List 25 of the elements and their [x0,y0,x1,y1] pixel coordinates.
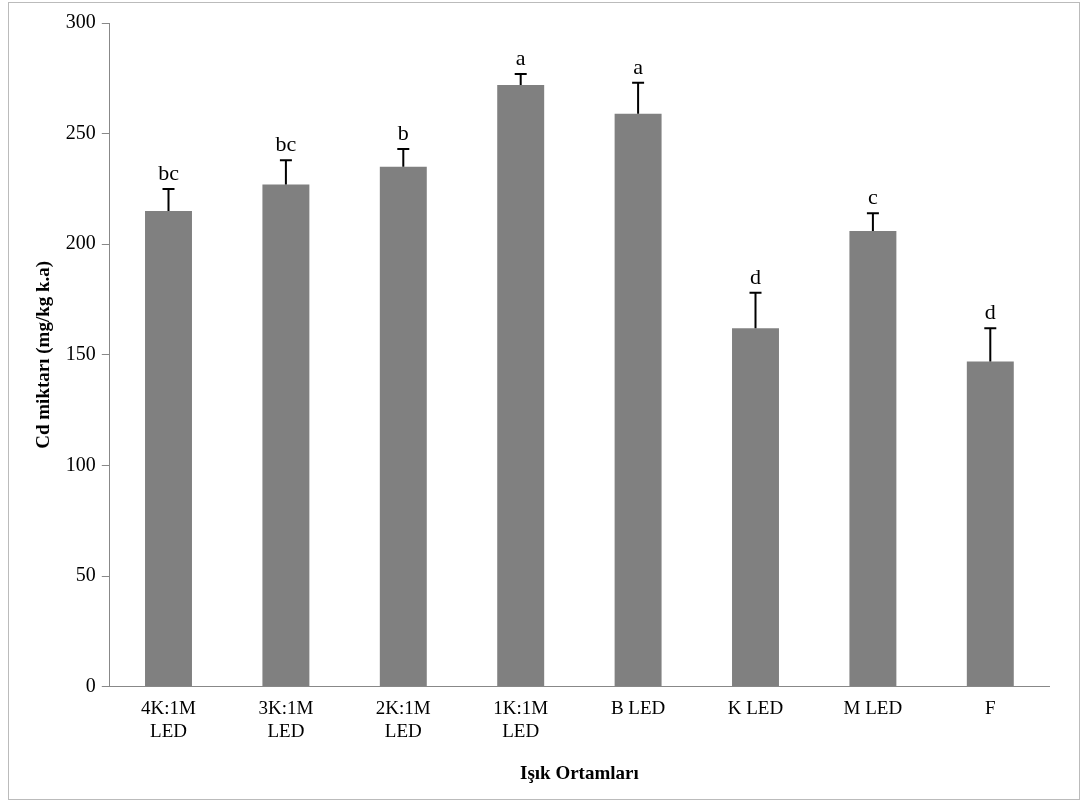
y-axis-title: Cd miktarı (mg/kg k.a) [32,260,55,449]
y-tick-label: 100 [65,452,96,475]
x-tick-label: 3K:1M LED [258,696,314,741]
y-tick-label: 300 [65,10,96,33]
annotation: bc [158,159,180,185]
y-tick-label: 150 [65,342,96,365]
annotation: d [984,299,996,325]
y-tick-label: 200 [65,231,96,254]
y-tick-label: 50 [75,563,96,586]
annotation: b [397,119,409,145]
x-tick-label: 4K:1M LED [141,696,197,741]
y-tick-label: 0 [85,673,96,696]
y-tick-label: 250 [65,120,96,143]
annotation: d [750,263,761,289]
x-tick-label: M LED [843,696,903,718]
annotation: a [633,53,644,79]
x-axis-title: Işık Ortamları [520,761,639,783]
x-tick-label: 2K:1M LED [375,696,431,741]
x-tick-label: 1K:1M LED [493,696,549,741]
annotation: bc [275,130,297,156]
x-tick-label: K LED [727,696,784,718]
annotation: c [868,184,879,210]
x-tick-label: B LED [610,696,666,718]
x-tick-label: F [985,696,996,718]
annotation: a [515,44,526,70]
